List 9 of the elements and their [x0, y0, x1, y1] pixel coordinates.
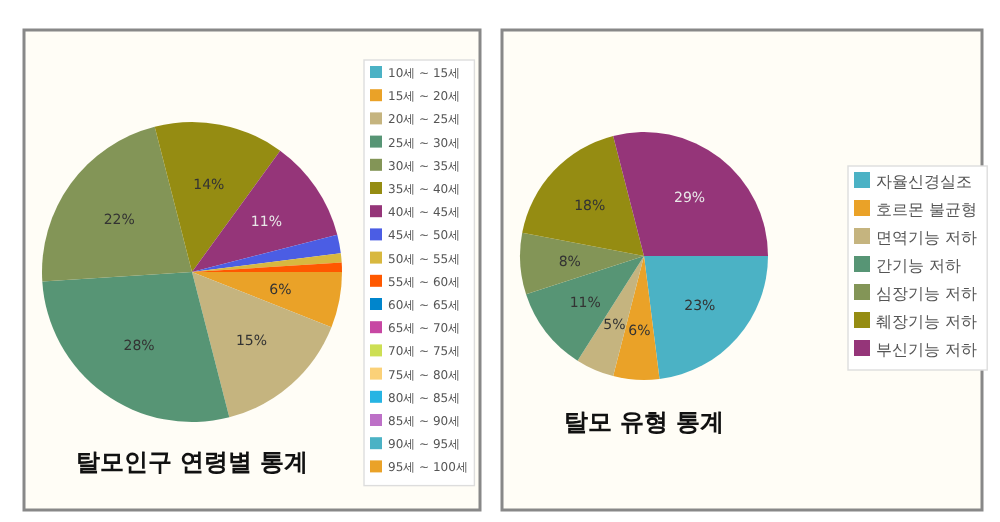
legend-label: 부신기능 저하: [876, 341, 978, 359]
legend-label: 심장기능 저하: [876, 285, 978, 303]
legend-label: 췌장기능 저하: [876, 313, 978, 331]
legend-label: 간기능 저하: [876, 257, 962, 275]
text: 탈모인구 연령별 통계: [75, 448, 309, 476]
text: 탈모 유형 통계: [563, 408, 725, 436]
legend-label: 면역기능 저하: [876, 229, 978, 247]
legend-label: 자율신경실조: [876, 173, 972, 191]
legend-label: 호르몬 불균형: [876, 201, 978, 219]
